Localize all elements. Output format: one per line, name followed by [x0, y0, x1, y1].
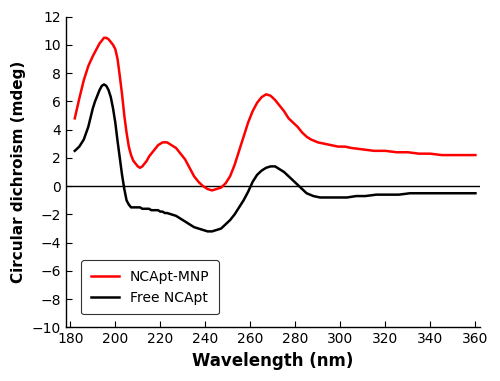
- Legend: NCApt-MNP, Free NCApt: NCApt-MNP, Free NCApt: [81, 260, 219, 314]
- Y-axis label: Circular dichroism (mdeg): Circular dichroism (mdeg): [11, 61, 26, 283]
- NCApt-MNP: [308, 137, 314, 142]
- NCApt-MNP: [209, 188, 215, 193]
- NCApt-MNP: [72, 116, 78, 121]
- Free NCApt: [299, 187, 305, 191]
- NCApt-MNP: [117, 74, 123, 78]
- Free NCApt: [472, 191, 478, 195]
- Free NCApt: [90, 106, 96, 111]
- Free NCApt: [204, 229, 210, 234]
- Free NCApt: [101, 82, 107, 87]
- NCApt-MNP: [110, 43, 116, 47]
- NCApt-MNP: [268, 93, 274, 98]
- NCApt-MNP: [101, 35, 107, 40]
- Line: NCApt-MNP: NCApt-MNP: [75, 38, 475, 190]
- Free NCApt: [104, 83, 110, 88]
- Free NCApt: [72, 149, 78, 153]
- X-axis label: Wavelength (nm): Wavelength (nm): [192, 352, 354, 370]
- Line: Free NCApt: Free NCApt: [75, 85, 475, 231]
- NCApt-MNP: [126, 144, 132, 149]
- Free NCApt: [186, 222, 192, 227]
- NCApt-MNP: [186, 165, 192, 170]
- Free NCApt: [81, 137, 87, 142]
- Free NCApt: [353, 194, 359, 199]
- NCApt-MNP: [472, 153, 478, 157]
